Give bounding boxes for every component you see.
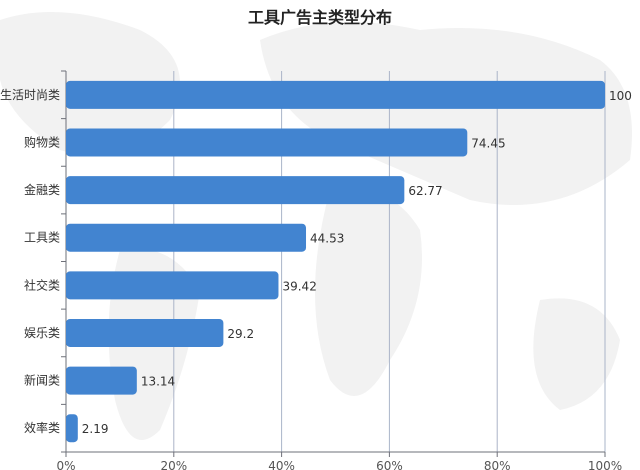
bar (66, 80, 605, 109)
bar (66, 366, 137, 395)
x-tick-label: 20% (160, 459, 187, 470)
bar (66, 271, 279, 300)
x-tick-label: 100% (588, 459, 622, 470)
data-label: 13.14 (141, 375, 175, 389)
y-category-label: 效率类 (24, 420, 60, 435)
data-label: 39.42 (282, 279, 316, 293)
bar (66, 318, 224, 347)
y-category-label: 新闻类 (24, 373, 60, 388)
x-tick-label: 60% (376, 459, 403, 470)
y-category-label: 金融类 (24, 182, 60, 197)
y-category-label: 社交类 (24, 277, 60, 292)
data-label: 44.53 (310, 232, 344, 246)
y-category-label: 娱乐类 (24, 326, 60, 340)
bar (66, 414, 78, 443)
x-tick-label: 80% (484, 459, 511, 470)
data-label: 74.45 (471, 136, 505, 150)
y-category-label: 工具类 (24, 231, 60, 245)
x-tick-label: 0% (56, 459, 75, 470)
y-category-label: 生活时尚类 (0, 88, 60, 102)
y-category-label: 购物类 (24, 134, 60, 149)
bar (66, 223, 307, 252)
data-label: 29.2 (227, 327, 254, 341)
data-label: 62.77 (408, 184, 442, 198)
bar (66, 176, 405, 205)
chart-title: 工具广告主类型分布 (247, 8, 392, 27)
x-tick-label: 40% (268, 459, 295, 470)
data-label: 2.19 (82, 422, 109, 436)
bar (66, 128, 468, 157)
data-label: 100 (609, 89, 632, 103)
